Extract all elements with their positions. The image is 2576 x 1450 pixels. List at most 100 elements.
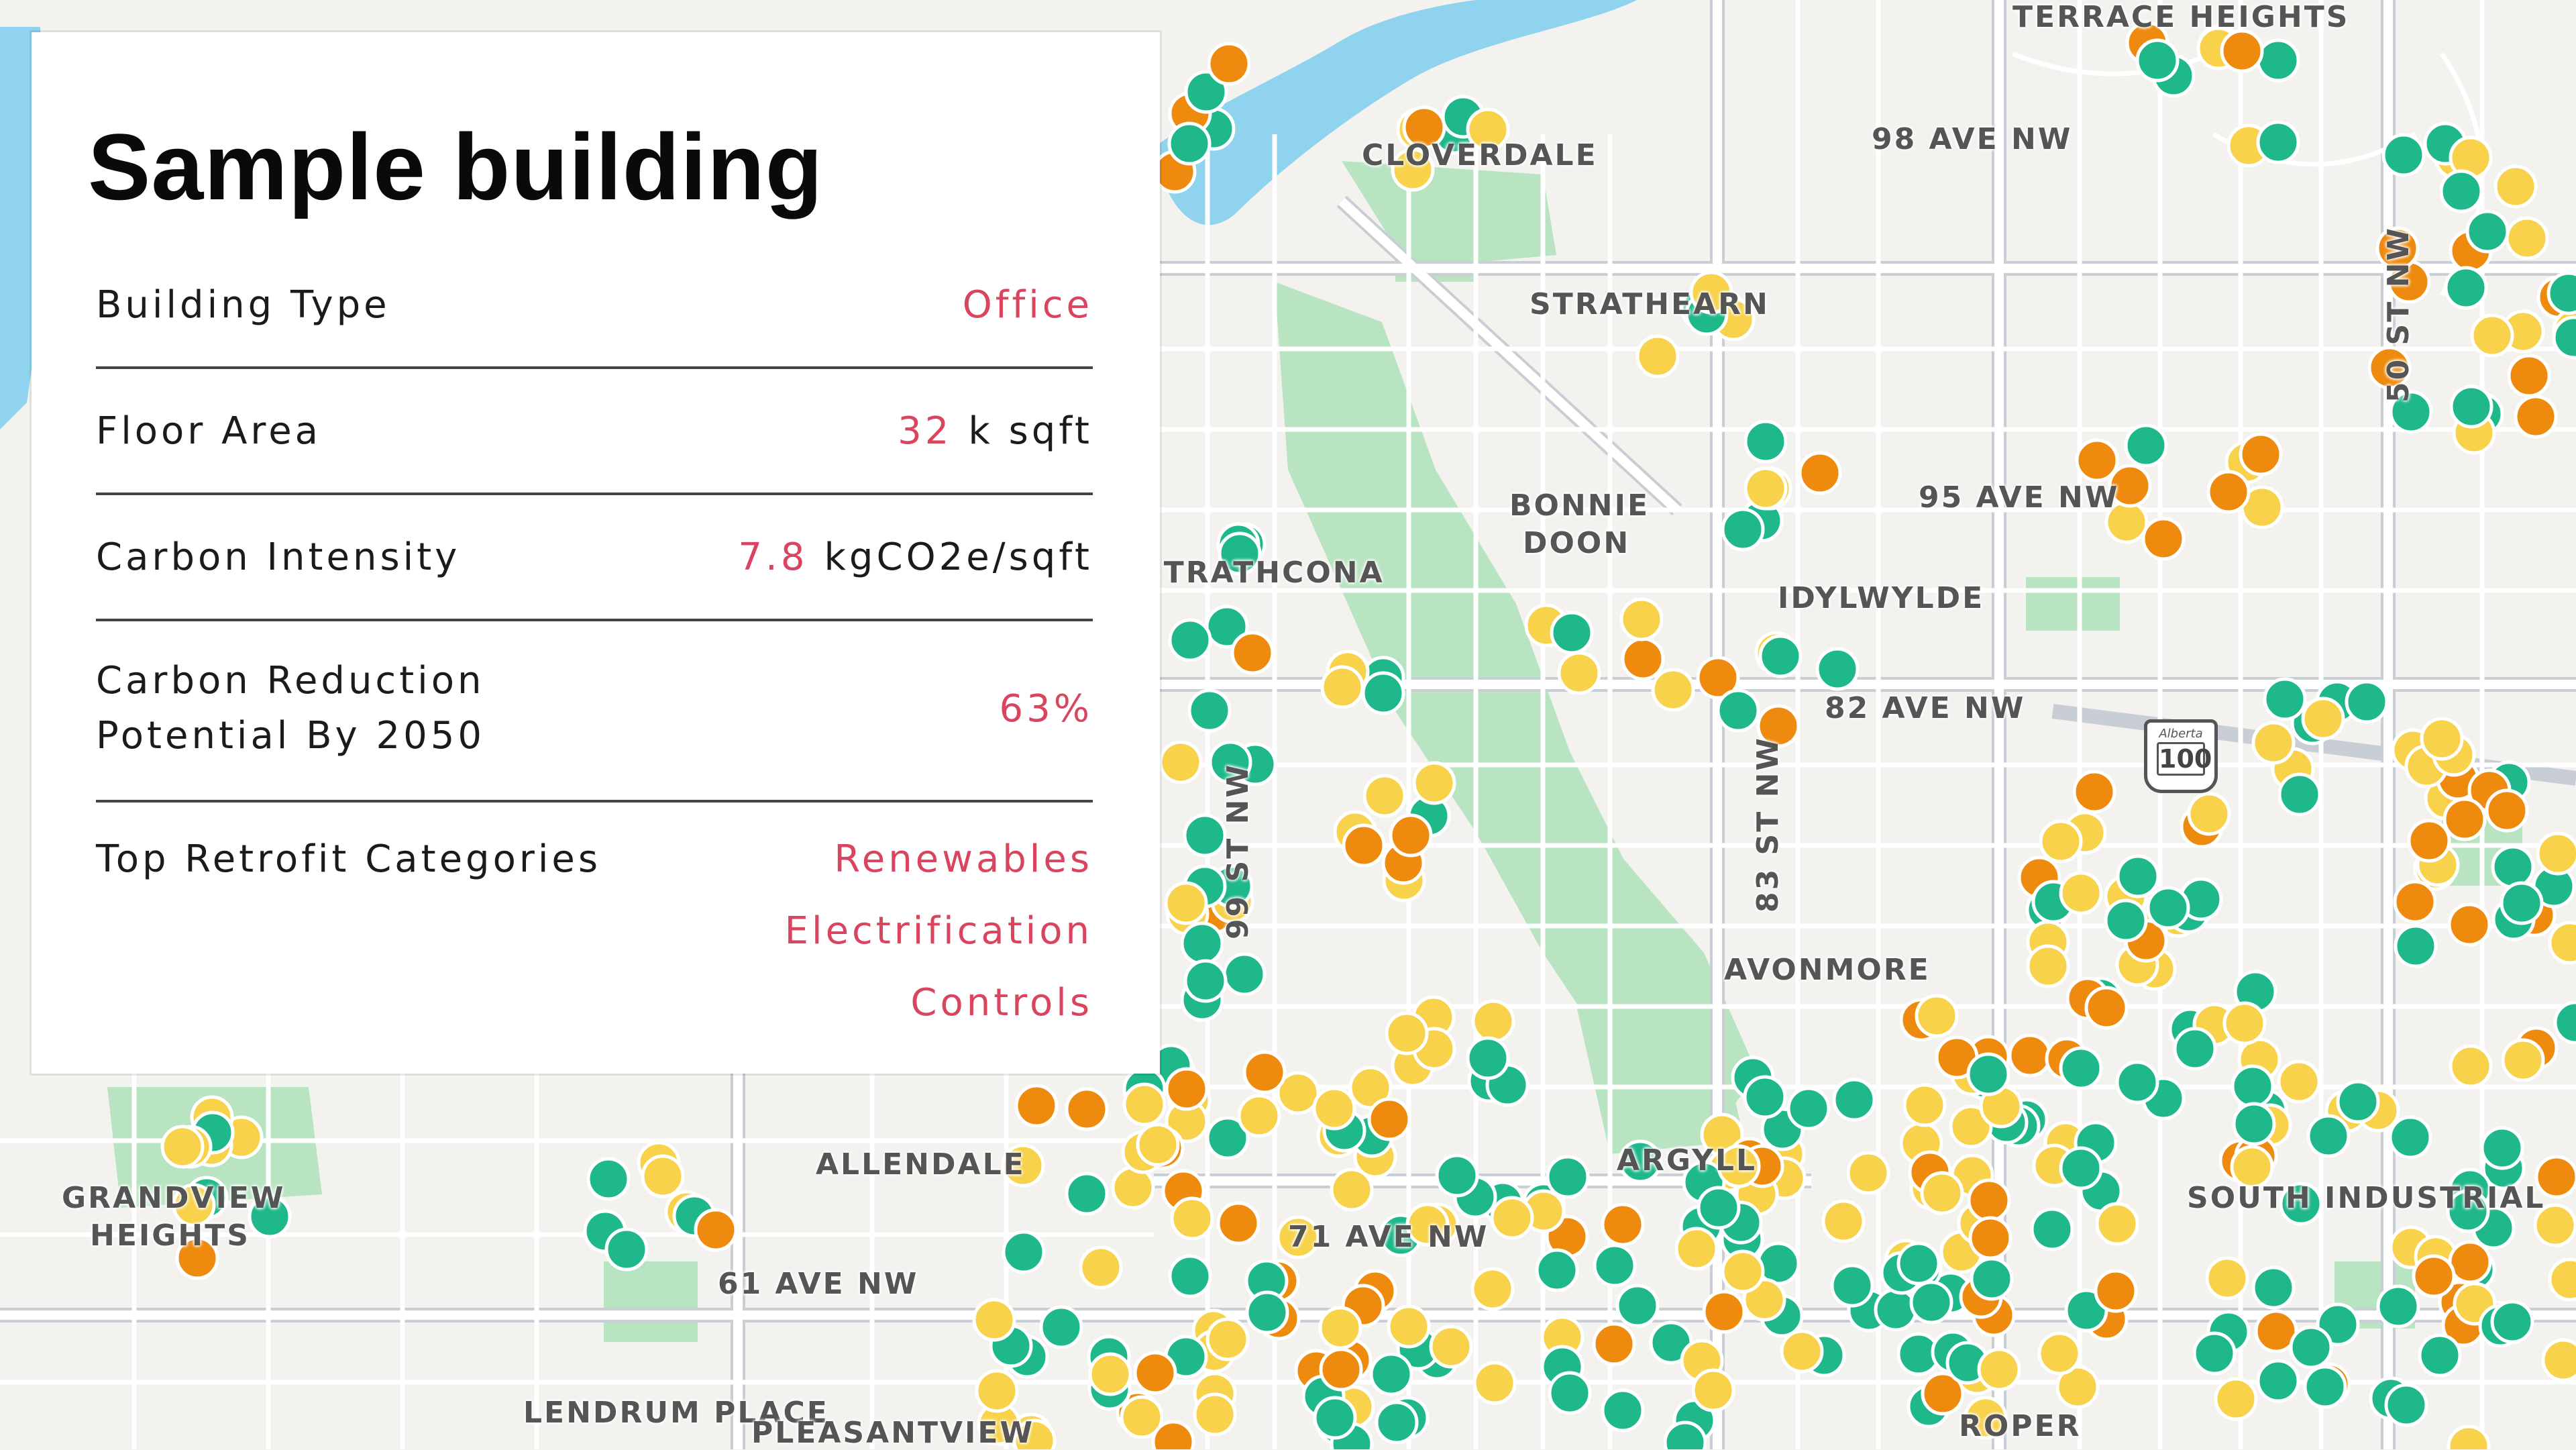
building-marker[interactable]: [1405, 1202, 1450, 1247]
building-marker[interactable]: [1619, 597, 1664, 641]
building-marker[interactable]: [1756, 704, 1801, 748]
building-marker[interactable]: [160, 1125, 205, 1169]
building-marker[interactable]: [1276, 1215, 1320, 1259]
building-marker[interactable]: [1362, 774, 1407, 818]
building-marker[interactable]: [2394, 924, 2438, 968]
building-marker[interactable]: [2141, 517, 2186, 561]
building-marker[interactable]: [1122, 1082, 1167, 1127]
building-marker[interactable]: [1651, 668, 1695, 712]
building-marker[interactable]: [1593, 1243, 1637, 1288]
building-marker[interactable]: [1691, 1368, 1735, 1412]
building-marker[interactable]: [1208, 740, 1252, 784]
building-marker[interactable]: [2115, 1060, 2159, 1104]
building-marker[interactable]: [2375, 226, 2420, 270]
building-marker[interactable]: [1375, 1400, 1419, 1445]
building-marker[interactable]: [1079, 1245, 1123, 1290]
building-marker[interactable]: [1136, 1123, 1180, 1167]
building-marker[interactable]: [2407, 819, 2451, 863]
building-marker[interactable]: [1389, 813, 1433, 858]
building-marker[interactable]: [1830, 1263, 1874, 1308]
building-marker[interactable]: [1968, 1216, 2012, 1260]
building-marker[interactable]: [2301, 696, 2345, 741]
building-marker[interactable]: [2205, 1256, 2249, 1300]
building-marker[interactable]: [2303, 1365, 2347, 1409]
building-marker[interactable]: [2256, 38, 2300, 83]
building-marker[interactable]: [1909, 1280, 1953, 1325]
building-marker[interactable]: [2439, 169, 2483, 213]
building-marker[interactable]: [1367, 1097, 1411, 1141]
building-marker[interactable]: [1621, 637, 1665, 681]
building-marker[interactable]: [1312, 1086, 1356, 1131]
building-marker[interactable]: [2548, 921, 2576, 965]
building-marker[interactable]: [2263, 677, 2307, 721]
building-marker[interactable]: [1548, 1371, 1592, 1415]
building-marker[interactable]: [604, 1227, 649, 1272]
building-marker[interactable]: [1184, 70, 1228, 114]
building-marker[interactable]: [2187, 792, 2231, 836]
building-marker[interactable]: [1970, 1257, 2014, 1301]
building-marker[interactable]: [175, 1236, 219, 1280]
building-marker[interactable]: [2026, 944, 2070, 988]
building-marker[interactable]: [1964, 1396, 2008, 1440]
building-marker[interactable]: [1798, 451, 1842, 495]
building-marker[interactable]: [2220, 29, 2264, 73]
building-marker[interactable]: [1165, 1067, 1209, 1111]
building-marker[interactable]: [1187, 688, 1232, 733]
building-marker[interactable]: [1592, 1322, 1636, 1366]
building-marker[interactable]: [2075, 438, 2119, 482]
building-marker[interactable]: [2470, 313, 2514, 358]
building-marker[interactable]: [2146, 886, 2190, 930]
building-marker[interactable]: [1242, 1050, 1287, 1094]
building-marker[interactable]: [1697, 1186, 1741, 1230]
building-marker[interactable]: [1065, 1087, 1109, 1131]
building-marker[interactable]: [2289, 1325, 2333, 1369]
building-marker[interactable]: [1490, 1196, 1534, 1240]
building-marker[interactable]: [2256, 1359, 2300, 1403]
building-marker[interactable]: [2388, 1115, 2432, 1159]
building-marker[interactable]: [2192, 1331, 2237, 1376]
building-marker[interactable]: [1780, 1329, 1824, 1374]
building-marker[interactable]: [1151, 1420, 1195, 1449]
building-marker[interactable]: [2534, 1155, 2576, 1199]
building-marker[interactable]: [2393, 880, 2437, 924]
building-marker[interactable]: [1663, 1420, 1707, 1449]
building-marker[interactable]: [1385, 1011, 1429, 1055]
building-marker[interactable]: [2381, 133, 2426, 177]
building-marker[interactable]: [1330, 1168, 1374, 1212]
building-marker[interactable]: [972, 1298, 1016, 1342]
building-marker[interactable]: [2059, 871, 2103, 915]
building-marker[interactable]: [1207, 42, 1251, 86]
building-marker[interactable]: [1193, 1392, 1237, 1437]
building-marker[interactable]: [2214, 1377, 2258, 1421]
building-marker[interactable]: [1786, 1086, 1831, 1131]
building-marker[interactable]: [1180, 921, 1224, 966]
building-marker[interactable]: [2420, 717, 2464, 761]
building-marker[interactable]: [2254, 1309, 2298, 1353]
building-marker[interactable]: [1205, 1116, 1250, 1160]
building-marker[interactable]: [2389, 390, 2433, 434]
building-marker[interactable]: [1205, 1317, 1250, 1361]
building-marker[interactable]: [1361, 671, 1405, 715]
building-marker[interactable]: [2037, 1331, 2082, 1376]
building-marker[interactable]: [2546, 271, 2576, 315]
building-marker[interactable]: [1471, 999, 1515, 1043]
building-marker[interactable]: [1921, 1371, 1965, 1416]
building-marker[interactable]: [1183, 813, 1227, 858]
building-marker[interactable]: [2449, 384, 2493, 429]
building-marker[interactable]: [2277, 1059, 2321, 1104]
building-marker[interactable]: [1716, 688, 1760, 733]
building-marker[interactable]: [1159, 740, 1203, 784]
building-marker[interactable]: [2449, 1044, 2493, 1088]
building-marker[interactable]: [2447, 902, 2491, 947]
building-marker[interactable]: [2490, 1300, 2534, 1344]
building-marker[interactable]: [2030, 1207, 2074, 1251]
building-marker[interactable]: [248, 1194, 292, 1239]
building-marker[interactable]: [2485, 788, 2529, 833]
building-marker[interactable]: [1002, 1230, 1046, 1274]
building-marker[interactable]: [1342, 823, 1386, 868]
building-marker[interactable]: [2500, 881, 2544, 925]
building-marker[interactable]: [2059, 1146, 2103, 1190]
building-marker[interactable]: [2443, 797, 2487, 841]
building-marker[interactable]: [2536, 831, 2576, 876]
building-marker[interactable]: [1702, 1290, 1746, 1334]
